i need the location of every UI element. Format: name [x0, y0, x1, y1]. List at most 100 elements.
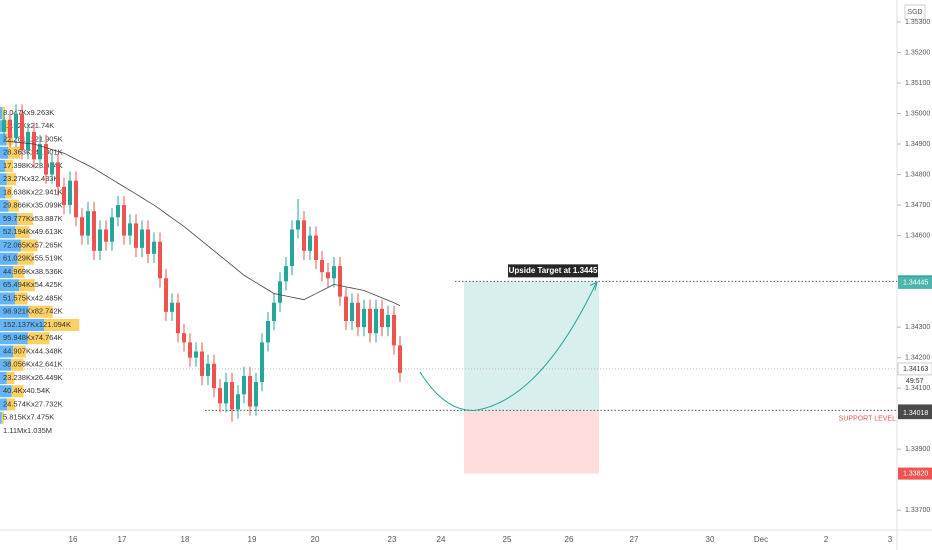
price-tick-label: 1.34200 [905, 354, 930, 361]
candle-body [272, 302, 276, 322]
vp-buy-bar [0, 319, 45, 331]
vp-buy-bar [0, 411, 2, 424]
price-tick-label: 1.35200 [905, 49, 930, 56]
vp-label: 29.866Kx35.099K [3, 201, 63, 210]
candle-body [290, 229, 294, 267]
moving-average [3, 140, 401, 307]
vp-buy-bar [0, 133, 7, 146]
currency-box[interactable] [904, 4, 926, 20]
vp-label: 17.398Kx28.014K [3, 161, 63, 170]
candle-body [134, 223, 138, 248]
candle-body [86, 211, 90, 236]
candle-body [374, 308, 378, 334]
date-label: 20 [311, 535, 320, 544]
vp-sell-bar [27, 332, 50, 345]
candle-body [308, 235, 312, 251]
candle-body [248, 375, 252, 407]
vp-sell-bar [3, 120, 10, 133]
vp-sell-bar [8, 146, 21, 159]
candle-body [302, 220, 306, 251]
vp-label: 51.575Kx42.485K [3, 293, 63, 302]
candle-body [20, 113, 24, 151]
vp-buy-bar [0, 199, 9, 212]
candle-body [110, 217, 114, 242]
candle-body [140, 229, 144, 248]
vp-buy-bar [0, 266, 14, 278]
candle-body [44, 144, 48, 175]
vp-label: 152.137Kx121.094K [3, 320, 71, 329]
vp-buy-bar [0, 332, 28, 345]
candle-body [356, 302, 360, 328]
date-label: 16 [69, 535, 78, 544]
vp-buy-bar [0, 107, 3, 119]
price-tag [898, 276, 932, 289]
vp-label: 18.638Kx22.941K [3, 187, 63, 196]
vp-sell-bar [20, 239, 38, 252]
vp-label: 61.029Kx55.519K [3, 254, 63, 263]
candle-body [266, 321, 270, 343]
vp-label: 5.815Kx7.475K [3, 413, 54, 422]
vp-buy-bar [0, 358, 12, 371]
candle-body [104, 229, 108, 242]
date-label: 23 [388, 535, 397, 544]
candle-body [344, 296, 348, 322]
vp-sell-bar [13, 345, 26, 358]
vp-label: 38.056Kx42.641K [3, 360, 63, 369]
date-label: 30 [706, 535, 715, 544]
vp-label: 12.52Kx21.74K [3, 121, 54, 130]
date-label: 24 [437, 535, 446, 544]
vp-buy-bar [0, 120, 4, 133]
vp-sell-bar [6, 372, 15, 384]
candle-body [314, 235, 318, 260]
vp-sell-bar [44, 319, 80, 331]
date-label: 27 [630, 535, 639, 544]
projection-arrow [589, 281, 598, 291]
price-tick-label: 1.35300 [905, 19, 930, 26]
candle-body [332, 266, 336, 279]
price-tick-label: 1.35100 [905, 80, 930, 87]
vp-buy-bar [0, 160, 6, 172]
vp-label: 40.4Kx40.54K [3, 386, 50, 395]
vp-sell-bar [1, 411, 4, 424]
vp-buy-bar [0, 226, 16, 239]
candle-body [98, 229, 102, 251]
candle-body [74, 180, 78, 218]
price-tag-label: 1.33820 [903, 470, 928, 477]
date-label: 2 [824, 535, 829, 544]
vp-buy-bar [0, 213, 18, 225]
candle-body [338, 266, 342, 297]
vp-buy-bar [0, 345, 14, 358]
date-label: 25 [503, 535, 512, 544]
candle-body [380, 308, 384, 328]
vp-buy-bar [0, 186, 6, 199]
vp-label: 23.238Kx26.449K [3, 373, 63, 382]
vp-sell-bar [17, 252, 34, 265]
vp-sell-bar [7, 398, 16, 411]
candle-body [32, 131, 36, 160]
vp-buy-bar [0, 239, 21, 252]
candle-body [50, 162, 54, 175]
candle-body [26, 131, 30, 151]
date-label: 26 [565, 535, 574, 544]
candle-body [218, 388, 222, 404]
date-label: 3 [888, 535, 893, 544]
target-label-box [508, 264, 598, 278]
vp-label: 23.27Kx32.483K [3, 174, 58, 183]
candle-body [236, 394, 240, 410]
vp-sell-bar [13, 266, 25, 278]
vp-label: 72.065Kx57.265K [3, 240, 63, 249]
candle-body [194, 351, 198, 358]
vp-label: 44.907Kx44.348K [3, 346, 63, 355]
vp-label: 44.969Kx38.536K [3, 267, 63, 276]
vp-sell-bar [8, 199, 19, 212]
candle-body [242, 375, 246, 395]
currency: SGD [907, 9, 922, 16]
date-label: Dec [754, 535, 768, 544]
candle-body [278, 281, 282, 303]
candle-body [296, 220, 300, 230]
candle-body [362, 308, 366, 328]
vp-label: 24.574Kx27.732K [3, 399, 63, 408]
candle-body [392, 314, 396, 346]
